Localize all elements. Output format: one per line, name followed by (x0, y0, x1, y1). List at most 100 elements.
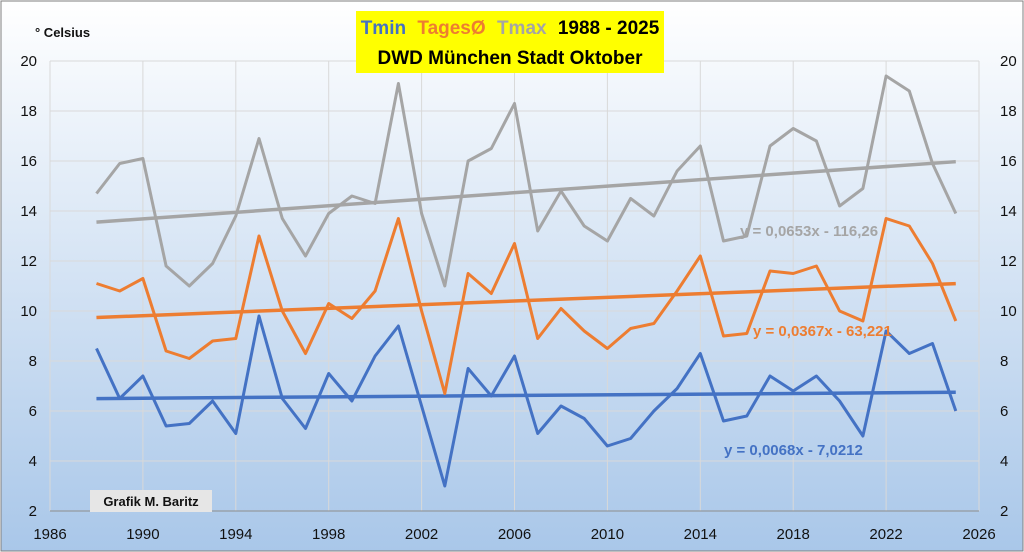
data-point (653, 322, 655, 324)
data-point (490, 292, 492, 294)
data-point (746, 332, 748, 334)
data-point (722, 420, 724, 422)
data-point (653, 215, 655, 217)
data-point (862, 320, 864, 322)
data-point (560, 405, 562, 407)
data-point (420, 212, 422, 214)
data-point (118, 397, 120, 399)
data-point (351, 317, 353, 319)
y-tick-label: 14 (20, 203, 37, 220)
series-line (96, 217, 958, 395)
data-point (188, 357, 190, 359)
data-point (931, 342, 933, 344)
y-tick-label-right: 8 (1000, 353, 1008, 370)
y-tick-label-right: 10 (1000, 303, 1017, 320)
data-point (513, 102, 515, 104)
data-point (815, 140, 817, 142)
data-point (420, 405, 422, 407)
data-point (211, 262, 213, 264)
data-point (351, 195, 353, 197)
data-point (258, 137, 260, 139)
data-point (304, 427, 306, 429)
credit-box (90, 490, 212, 512)
x-tick-label: 2010 (591, 526, 624, 543)
data-point (490, 395, 492, 397)
data-point (699, 352, 701, 354)
data-point (583, 417, 585, 419)
y-tick-label: 8 (29, 353, 37, 370)
data-point (188, 422, 190, 424)
data-point (165, 350, 167, 352)
data-point (95, 282, 97, 284)
chart-subtitle: DWD München Stadt Oktober (378, 48, 644, 69)
data-point (769, 145, 771, 147)
data-point (537, 230, 539, 232)
x-axis: 1986 1990 1994 1998 2002 2006 2010 2014 2018 2022… (33, 526, 995, 543)
y-tick-label: 12 (20, 253, 37, 270)
data-point (142, 375, 144, 377)
data-point (118, 290, 120, 292)
data-point (606, 347, 608, 349)
data-point (676, 290, 678, 292)
trend-equations: y = 0,0653x - 116,26 y = 0,0367x - 63,221… (724, 223, 892, 459)
data-point (211, 340, 213, 342)
x-tick-label: 2014 (684, 526, 717, 543)
data-point (328, 302, 330, 304)
y-tick-label-right: 20 (1000, 53, 1017, 70)
data-point (142, 277, 144, 279)
data-point (838, 205, 840, 207)
data-point (513, 242, 515, 244)
data-point (95, 192, 97, 194)
data-point (583, 225, 585, 227)
data-point (746, 415, 748, 417)
data-point (142, 157, 144, 159)
y-tick-label-right: 4 (1000, 453, 1008, 470)
y-tick-label: 20 (20, 53, 37, 70)
gridlines (49, 60, 980, 512)
data-point (537, 337, 539, 339)
data-point (304, 255, 306, 257)
series-line (95, 314, 958, 488)
data-point (374, 202, 376, 204)
chart-title: Tmin TagesØ Tmax 1988 - 2025 (361, 18, 660, 39)
data-point (769, 375, 771, 377)
data-point (165, 425, 167, 427)
x-tick-label: 2006 (498, 526, 531, 543)
data-point (351, 400, 353, 402)
data-point (560, 307, 562, 309)
y-axis-label: ° Celsius (35, 25, 90, 40)
y-tick-label: 18 (20, 103, 37, 120)
x-tick-label: 1990 (126, 526, 159, 543)
data-point (955, 320, 957, 322)
data-point (792, 390, 794, 392)
data-point (467, 160, 469, 162)
y-axis-left: 2 4 6 8 10 12 14 16 18 20 (20, 53, 37, 520)
data-point (583, 330, 585, 332)
data-point (513, 355, 515, 357)
y-tick-label-right: 2 (1000, 503, 1008, 520)
data-point (838, 400, 840, 402)
series-line (95, 74, 958, 288)
data-point (931, 162, 933, 164)
data-point (444, 485, 446, 487)
data-point (908, 225, 910, 227)
data-point (792, 272, 794, 274)
data-point (444, 285, 446, 287)
data-point (258, 235, 260, 237)
y-axis-right: 2 4 6 8 10 12 14 16 18 20 (1000, 53, 1017, 520)
data-point (397, 325, 399, 327)
data-point (722, 335, 724, 337)
x-tick-label: 1994 (219, 526, 252, 543)
data-point (444, 392, 446, 394)
data-point (467, 272, 469, 274)
y-tick-label-right: 18 (1000, 103, 1017, 120)
trend-equation: y = 0,0367x - 63,221 (753, 323, 892, 340)
title-tmin: Tmin (361, 18, 406, 39)
y-tick-label-right: 6 (1000, 403, 1008, 420)
data-point (281, 217, 283, 219)
data-point (908, 90, 910, 92)
data-point (699, 255, 701, 257)
x-tick-label: 1998 (312, 526, 345, 543)
data-point (490, 147, 492, 149)
